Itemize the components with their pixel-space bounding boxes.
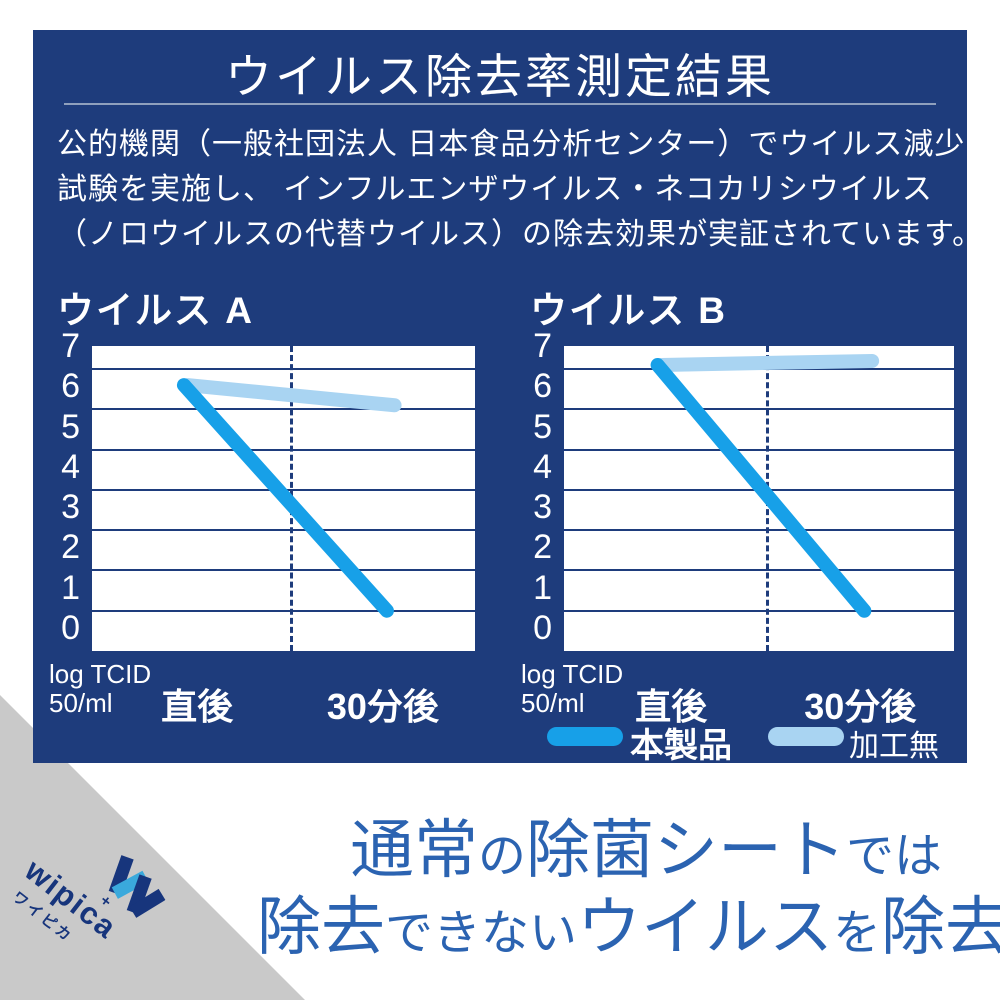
- gridline: [92, 408, 475, 411]
- gridline: [564, 609, 954, 612]
- y-tick-label: 4: [61, 447, 80, 486]
- y-tick-label: 4: [533, 447, 552, 486]
- title-separator-line: [64, 103, 936, 105]
- chart-a-title: ウイルス A: [57, 290, 254, 331]
- y-axis-caption: log TCID 50/ml: [49, 659, 152, 718]
- gridline: [564, 529, 954, 532]
- gridline: [92, 609, 475, 612]
- brand-logo: wipica + ワイピカ: [0, 811, 206, 1000]
- headline-text-run: では: [846, 830, 943, 883]
- legend-swatch-product: [547, 727, 623, 746]
- gridline: [92, 368, 475, 370]
- results-panel: ウイルス除去率測定結果 公的機関（一般社団法人 日本食品分析センター）でウイルス…: [33, 30, 982, 807]
- chart-b-title: ウイルス B: [530, 290, 727, 331]
- series-layer: [176, 378, 402, 618]
- gridline: [92, 529, 475, 532]
- headline-text-run: 除菌シート: [526, 814, 847, 886]
- gridline: [564, 569, 954, 572]
- x-tick-label: 直後: [635, 686, 708, 727]
- headline-line-2: 除去できないウイルスを除去: [257, 895, 1000, 959]
- gridline: [92, 448, 475, 451]
- y-tick-label: 7: [61, 327, 80, 365]
- y-tick-label: 6: [61, 367, 80, 406]
- headline-text-run: の: [478, 830, 527, 883]
- series-line-加工無し: [180, 378, 402, 413]
- panel-title: ウイルス除去率測定結果: [225, 50, 775, 103]
- headline-text-run: を: [833, 907, 882, 960]
- y-tick-label: 2: [533, 528, 552, 567]
- legend-label-product: 本製品: [630, 727, 732, 765]
- headline-text-run: できない: [385, 907, 578, 960]
- plot-area: [560, 342, 958, 655]
- panel-description: 公的機関（一般社団法人 日本食品分析センター）でウイルス減少 試験を実施し、 イン…: [57, 122, 983, 257]
- headline-text-run: ウイルス: [577, 891, 834, 963]
- gridline: [564, 448, 954, 451]
- headline-text-run: 通常: [350, 814, 478, 886]
- description-line: （ノロウイルスの代替ウイルス）の除去効果が実証されています。: [57, 218, 984, 251]
- headline-line-1: 通常の除菌シートでは: [350, 818, 942, 882]
- plot-area: [88, 342, 479, 655]
- gridline: [564, 408, 954, 411]
- legend-swatch-untreated: [768, 727, 844, 746]
- y-tick-label: 2: [61, 528, 80, 567]
- x-tick-label: 直後: [161, 686, 234, 727]
- y-tick-label: 1: [61, 568, 80, 607]
- wipica-w-icon: [108, 855, 166, 918]
- series-line-加工無し: [654, 353, 880, 372]
- y-tick-label: 5: [533, 407, 552, 446]
- y-tick-label: 6: [533, 367, 552, 406]
- x-tick-label: 30分後: [326, 686, 439, 727]
- y-tick-label: 3: [61, 488, 80, 527]
- headline-text-run: 除去: [881, 891, 1000, 963]
- headline-text-run: 除去: [257, 891, 385, 963]
- y-axis-caption: log TCID 50/ml: [521, 659, 624, 718]
- y-tick-label: 0: [61, 609, 80, 647]
- description-line: 試験を実施し、 インフルエンザウイルス・ネコカリシウイルス: [57, 173, 933, 206]
- series-layer: [650, 353, 880, 618]
- series-line-本製品: [176, 378, 394, 618]
- description-line: 公的機関（一般社団法人 日本食品分析センター）でウイルス減少: [57, 128, 966, 161]
- y-tick-label: 3: [533, 488, 552, 527]
- gridline: [92, 569, 475, 572]
- series-line-本製品: [650, 357, 872, 618]
- y-tick-label: 1: [533, 568, 552, 607]
- y-tick-label: 0: [533, 609, 552, 647]
- y-tick-label: 7: [533, 327, 552, 365]
- y-tick-label: 5: [61, 407, 80, 446]
- x-tick-label: 30分後: [804, 686, 917, 727]
- legend-label-untreated: 加工無し: [849, 730, 939, 807]
